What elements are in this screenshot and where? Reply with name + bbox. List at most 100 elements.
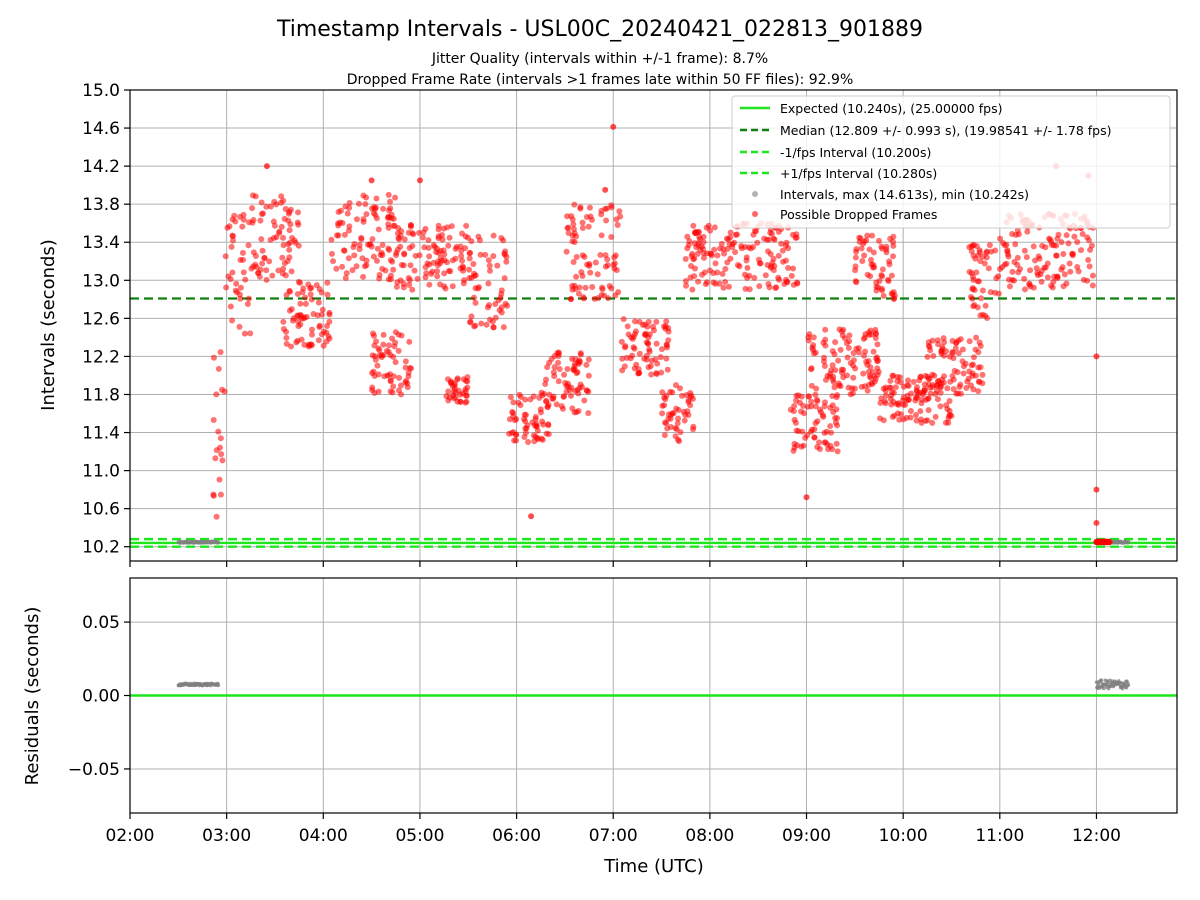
dropped-frame-point: [746, 286, 753, 293]
dropped-frame-point: [1053, 252, 1060, 259]
dropped-frame-point: [633, 361, 640, 368]
dropped-frame-point: [339, 263, 346, 270]
dropped-frame-point: [363, 194, 370, 201]
dropped-frame-point: [644, 323, 651, 330]
dropped-frame-point: [372, 353, 379, 360]
dropped-frame-point: [579, 219, 586, 226]
dropped-frame-point: [286, 227, 293, 234]
dropped-frame-point: [673, 405, 680, 412]
dropped-frame-point: [613, 216, 620, 223]
dropped-frame-point: [610, 123, 617, 130]
dropped-frame-point: [863, 237, 870, 244]
dropped-frame-point: [343, 270, 350, 277]
dropped-frame-point: [722, 278, 729, 285]
legend-dropped-label: Possible Dropped Frames: [780, 207, 937, 222]
dropped-frame-point: [619, 367, 626, 374]
figure-subtitle-jitter: Jitter Quality (intervals within +/-1 fr…: [431, 51, 768, 67]
dropped-frame-point: [471, 272, 478, 279]
dropped-frame-point: [977, 258, 984, 265]
dropped-frame-point: [390, 266, 397, 273]
residuals-x-ticks: 02:00 03:00 04:00 05:00 06:00 07:00 08:00 09:00…: [106, 813, 1121, 846]
dropped-frame-point: [380, 341, 387, 348]
dropped-frame-point: [603, 217, 610, 224]
dropped-frame-point: [449, 257, 456, 264]
dropped-frame-point: [233, 280, 240, 287]
dropped-frame-point: [795, 392, 802, 399]
dropped-frame-point: [742, 243, 749, 250]
dropped-frame-point: [681, 417, 688, 424]
dropped-frame-point: [1054, 273, 1061, 280]
dropped-frame-point: [426, 281, 433, 288]
dropped-frame-point: [647, 363, 654, 370]
dropped-frame-point: [445, 267, 452, 274]
dropped-frame-point: [249, 205, 256, 212]
figure-subtitle-dropped: Dropped Frame Rate (intervals >1 frames …: [347, 72, 854, 88]
dropped-frame-point: [466, 255, 473, 262]
dropped-frame-point: [458, 230, 465, 237]
dropped-frame-point: [494, 262, 501, 269]
dropped-frame-point: [1014, 254, 1021, 261]
dropped-frame-point: [373, 257, 380, 264]
dropped-frame-point: [878, 243, 885, 250]
dropped-frame-point: [803, 494, 810, 501]
intervals-y-axis-label: Intervals (seconds): [38, 239, 59, 411]
dropped-frame-point: [628, 334, 635, 341]
dropped-frame-point: [924, 353, 931, 360]
dropped-frame-point: [756, 283, 763, 290]
dropped-frame-point: [598, 232, 605, 239]
dropped-frame-point: [850, 374, 857, 381]
dropped-frame-point: [642, 330, 649, 337]
dropped-frame-point: [861, 252, 868, 259]
dropped-frame-point: [430, 259, 437, 266]
dropped-frame-point: [574, 387, 581, 394]
dropped-frame-point: [883, 246, 890, 253]
dropped-frame-point: [986, 242, 993, 249]
dropped-frame-point: [632, 318, 639, 325]
dropped-frame-point: [773, 284, 780, 291]
dropped-frame-point: [754, 239, 761, 246]
dropped-frame-point: [425, 244, 432, 251]
dropped-frame-point: [573, 254, 580, 261]
dropped-frame-point: [653, 318, 660, 325]
intervals-y-tick-label: 13.8: [82, 195, 120, 215]
legend-median-label: Median (12.809 +/- 0.993 s), (19.98541 +…: [780, 123, 1111, 138]
dropped-frame-point: [309, 331, 316, 338]
dropped-frame-point: [870, 348, 877, 355]
dropped-frame-point: [419, 234, 426, 241]
dropped-frame-point: [966, 338, 973, 345]
dropped-frame-point: [1024, 228, 1031, 235]
dropped-frame-point: [720, 284, 727, 291]
dropped-frame-point: [295, 323, 302, 330]
dropped-frame-point: [302, 294, 309, 301]
x-tick-label: 10:00: [879, 826, 928, 846]
dropped-frame-point: [698, 243, 705, 250]
dropped-frame-point: [581, 397, 588, 404]
dropped-frame-point: [375, 226, 382, 233]
dropped-frame-point: [213, 513, 220, 520]
dropped-frame-point: [676, 438, 683, 445]
dropped-frame-point: [471, 294, 478, 301]
dropped-frame-point: [472, 285, 479, 292]
dropped-frame-point: [631, 345, 638, 352]
dropped-frame-point: [725, 236, 732, 243]
dropped-frame-point: [712, 260, 719, 267]
dropped-frame-point: [934, 337, 941, 344]
residuals-y-axis-label: Residuals (seconds): [22, 607, 43, 786]
dropped-frame-point: [606, 283, 613, 290]
dropped-frame-point: [808, 398, 815, 405]
dropped-frame-point: [693, 228, 700, 235]
dropped-frame-point: [776, 276, 783, 283]
x-tick-label: 08:00: [685, 826, 734, 846]
dropped-frame-point: [250, 216, 257, 223]
dropped-frame-point: [582, 284, 589, 291]
dropped-frame-point: [210, 354, 217, 361]
residual-point: [216, 683, 221, 688]
intervals-y-tick-label: 13.4: [82, 233, 120, 253]
dropped-frame-point: [229, 317, 236, 324]
dropped-frame-point: [790, 265, 797, 272]
dropped-frame-point: [320, 342, 327, 349]
dropped-frame-point: [598, 292, 605, 299]
dropped-frame-point: [553, 401, 560, 408]
dropped-frame-point: [330, 258, 337, 265]
dropped-frame-point: [387, 198, 394, 205]
